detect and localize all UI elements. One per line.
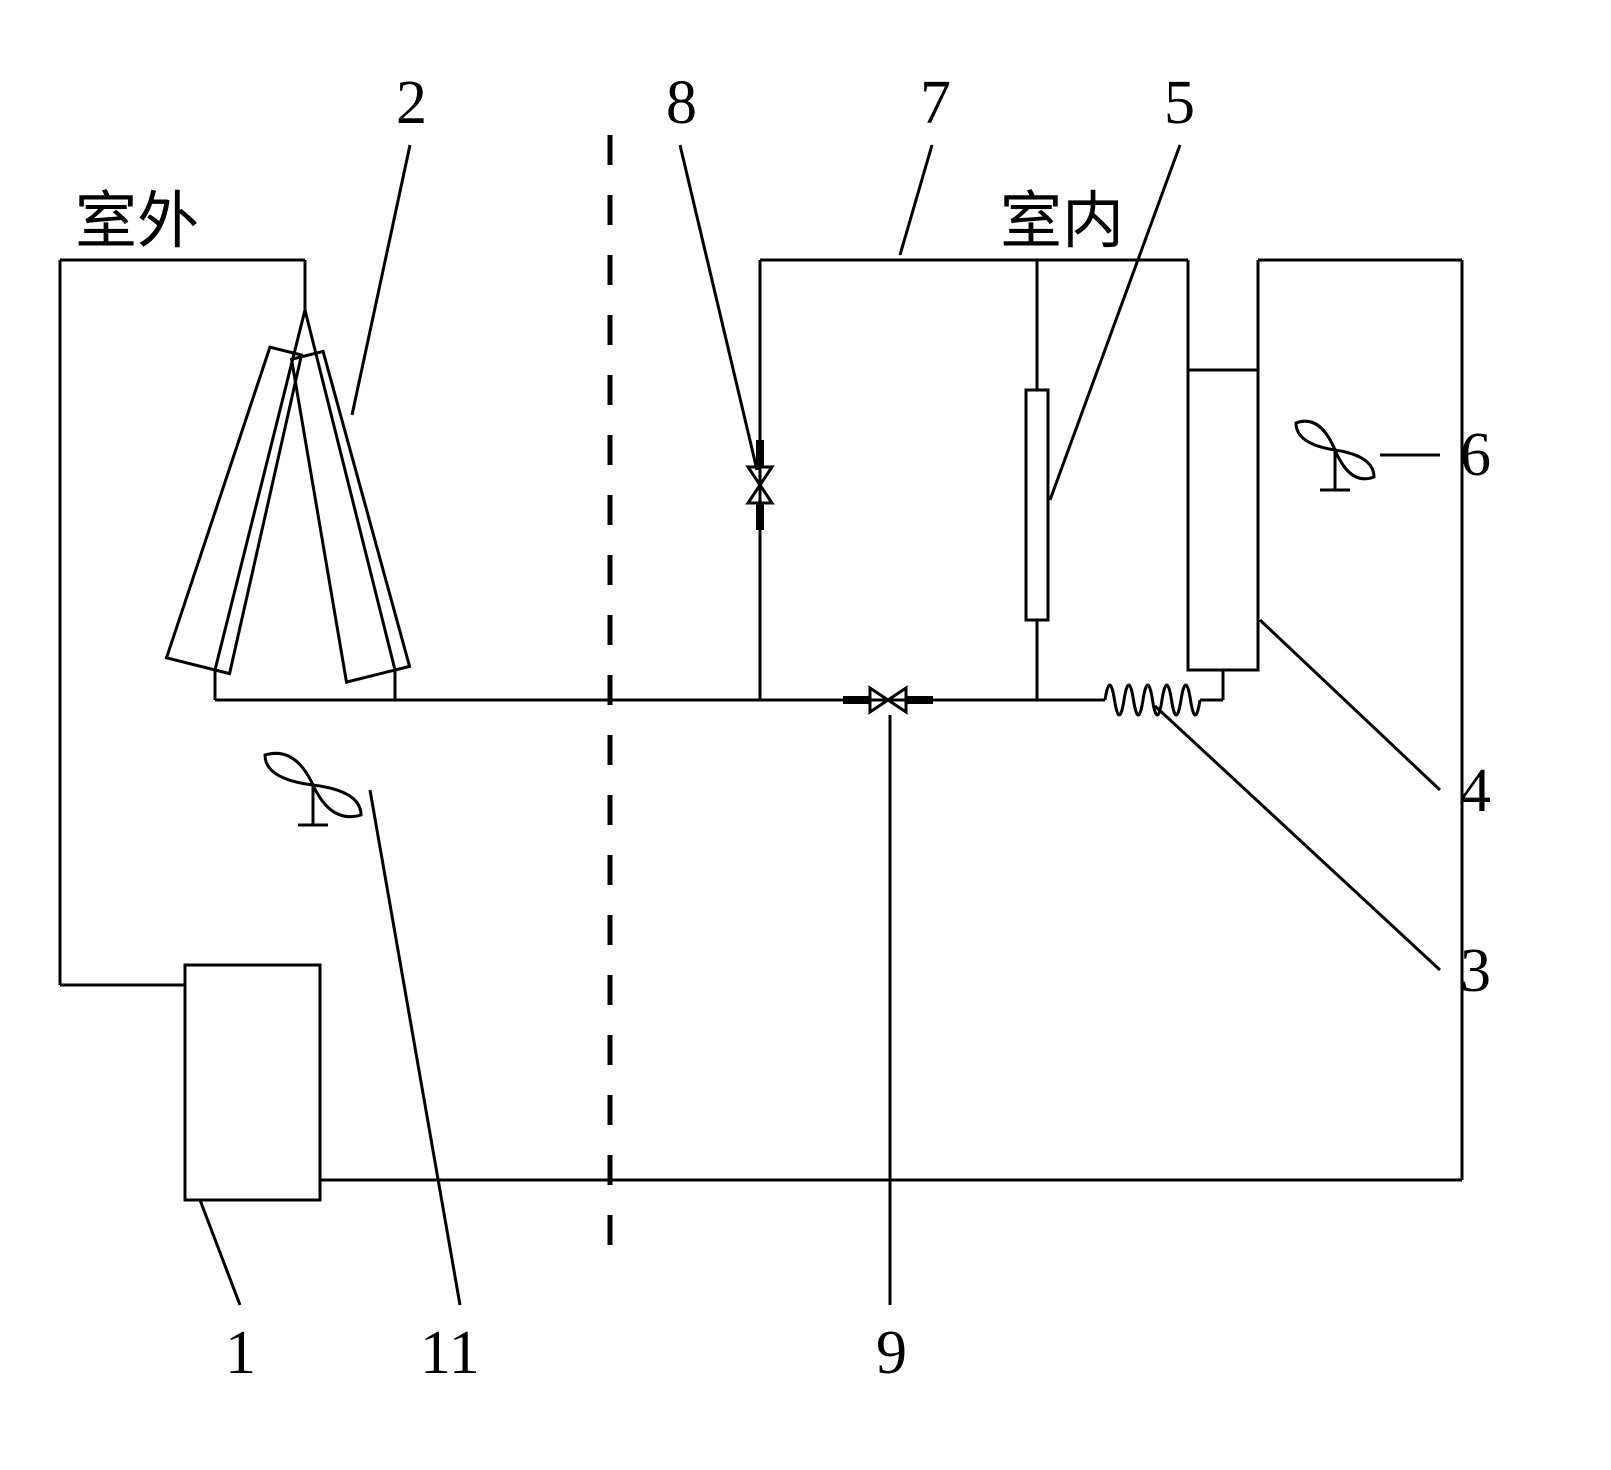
label-indoor: 室内 (1000, 170, 1124, 260)
leader-l4 (1260, 620, 1440, 790)
label-8: 8 (666, 68, 697, 139)
label-1: 1 (225, 1318, 256, 1389)
label-9: 9 (876, 1318, 907, 1389)
leader-l11 (370, 790, 460, 1305)
component-5 (1026, 390, 1048, 620)
leader-l3 (1155, 706, 1440, 970)
label-11: 11 (420, 1318, 480, 1389)
condenser-slab-right (292, 351, 410, 682)
label-5: 5 (1164, 68, 1195, 139)
evaporator (1188, 370, 1258, 670)
label-7: 7 (920, 68, 951, 139)
label-outdoor: 室外 (75, 170, 199, 260)
label-4: 4 (1460, 756, 1491, 827)
leader-l2 (352, 145, 410, 415)
leader-l1 (200, 1200, 240, 1305)
leader-l8 (680, 145, 757, 470)
label-3: 3 (1460, 936, 1491, 1007)
label-6: 6 (1460, 420, 1491, 491)
capillary-coil (1105, 685, 1200, 715)
label-2: 2 (396, 68, 427, 139)
leader-l7 (900, 145, 932, 255)
condenser-slab-left (166, 347, 301, 674)
schematic-canvas (0, 0, 1611, 1470)
compressor (185, 965, 320, 1200)
